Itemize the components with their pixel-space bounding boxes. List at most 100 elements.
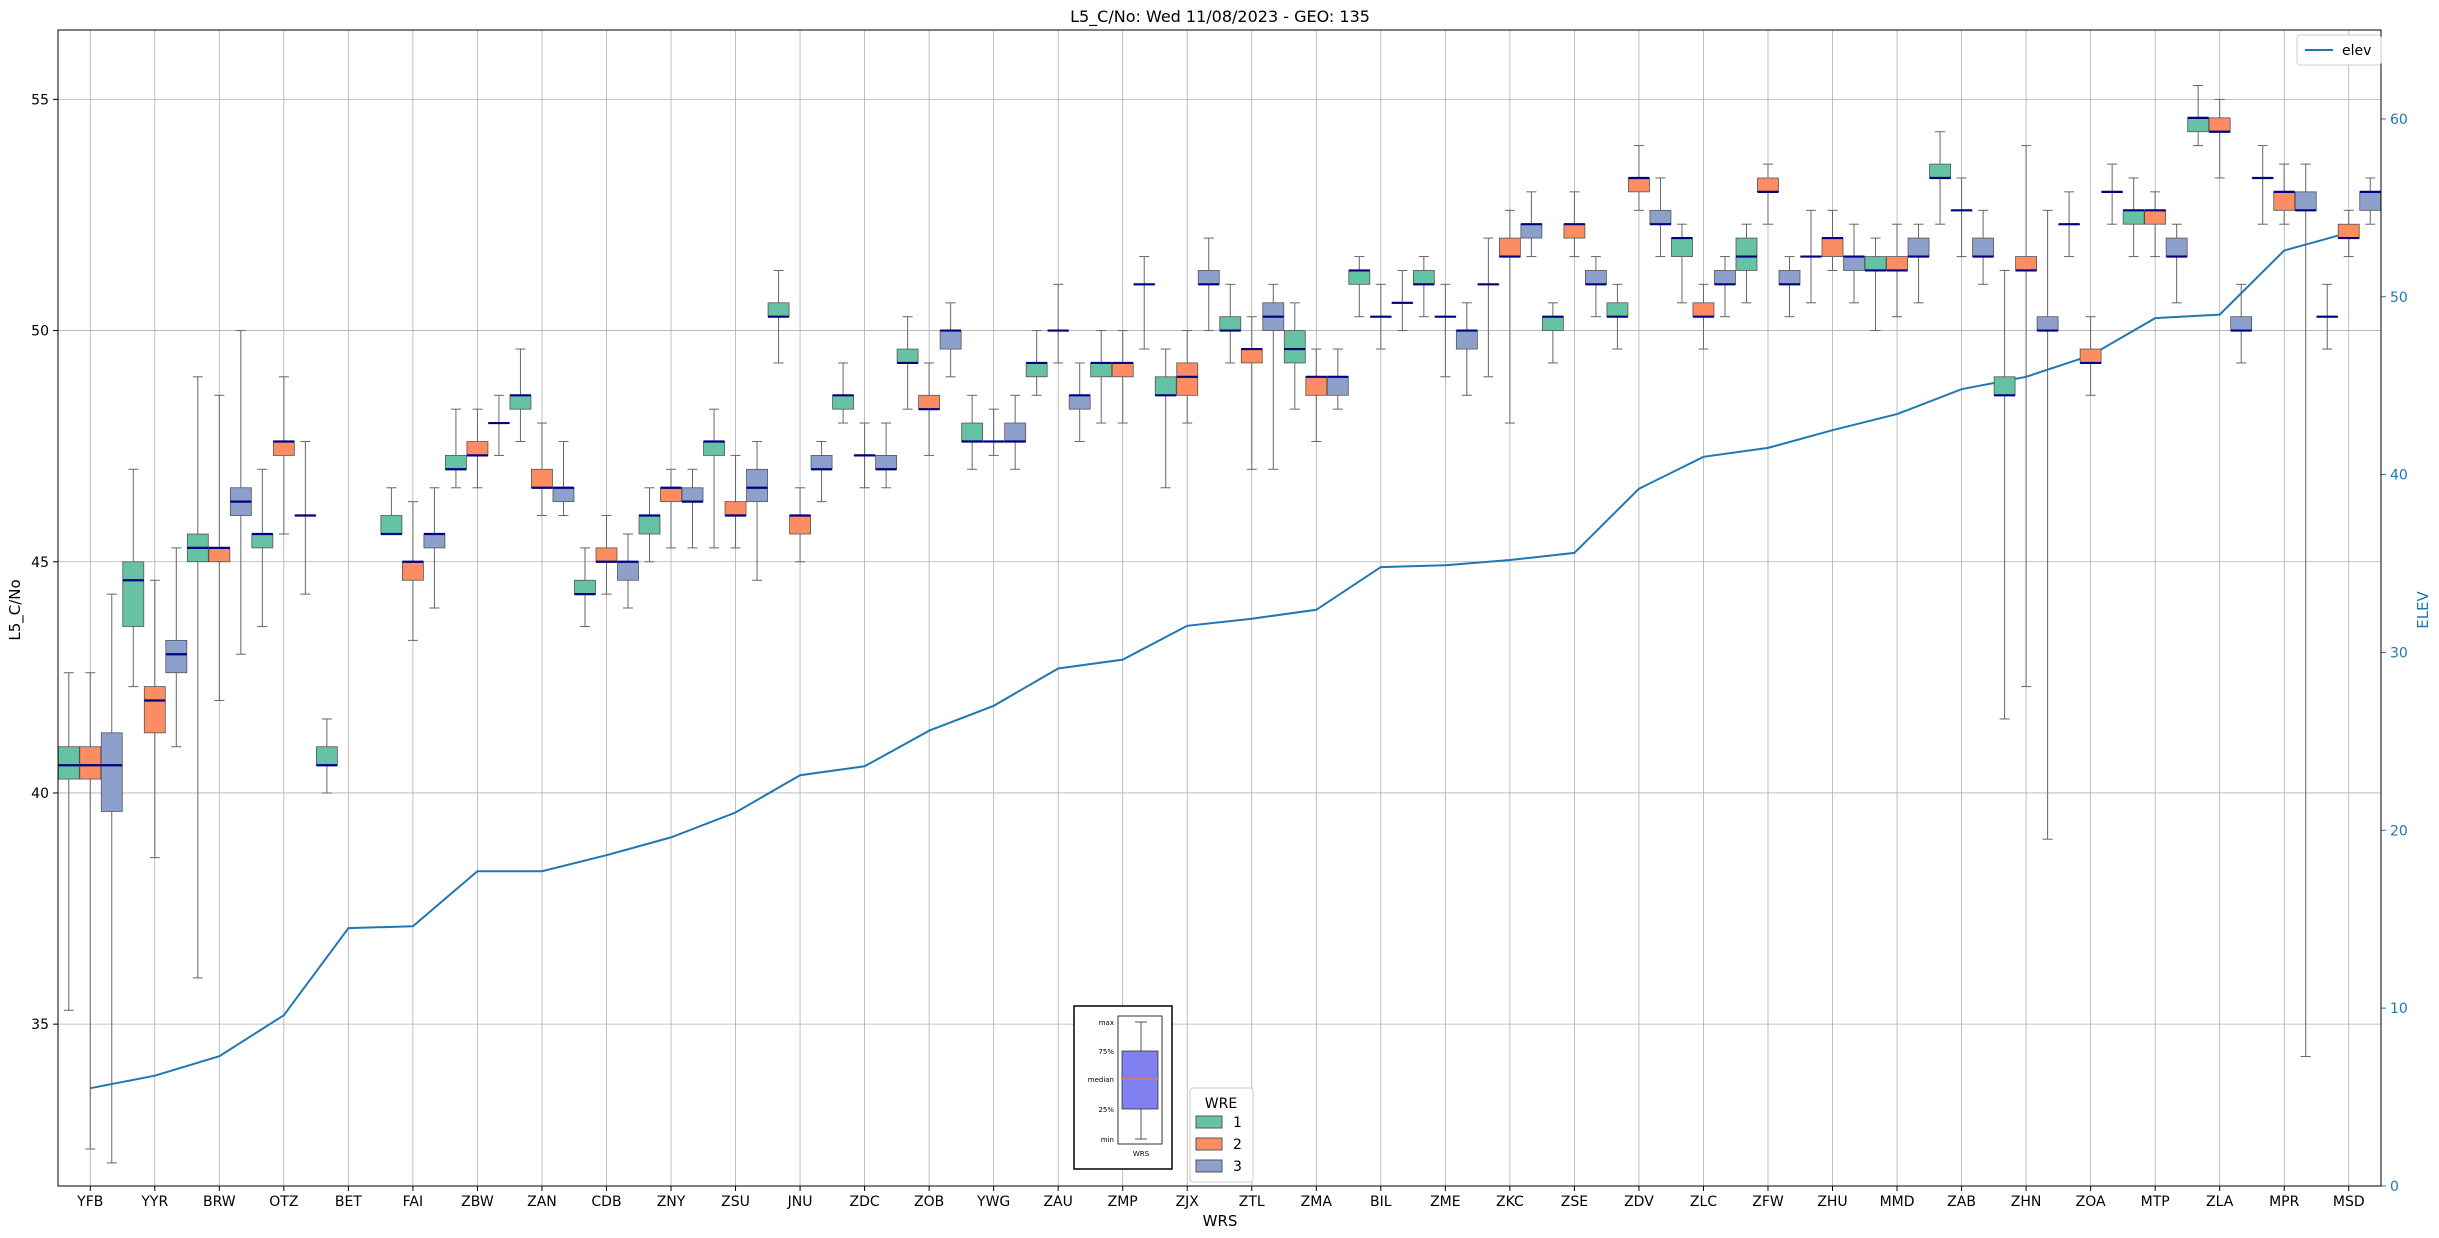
box-wre-3 bbox=[875, 422, 898, 489]
box-iqr bbox=[789, 515, 811, 535]
x-axis-label: WRS bbox=[1203, 1212, 1238, 1230]
wre-legend-swatch-1 bbox=[1195, 1115, 1223, 1129]
elev-legend-label: elev bbox=[2342, 43, 2371, 59]
box-iqr bbox=[681, 487, 704, 503]
box-iqr bbox=[79, 746, 102, 780]
box-wre-1 bbox=[509, 348, 532, 443]
box-wre-3 bbox=[100, 593, 123, 1164]
box-wre-3 bbox=[1649, 177, 1672, 258]
inset-axes bbox=[1117, 1015, 1163, 1145]
x-tick-label: BIL bbox=[1370, 1194, 1392, 1210]
box-iqr bbox=[595, 547, 618, 563]
box-wre-3 bbox=[552, 441, 575, 517]
elev-legend-frame bbox=[2296, 34, 2382, 66]
box-wre-2 bbox=[724, 454, 747, 549]
box-wre-2 bbox=[272, 376, 295, 535]
box-wre-2 bbox=[143, 579, 166, 859]
x-tick-label: MSD bbox=[2333, 1194, 2365, 1210]
x-tick-label: ZOB bbox=[914, 1194, 944, 1210]
x-tick-label: ZBW bbox=[461, 1194, 494, 1210]
box-wre-1 bbox=[638, 487, 661, 563]
axes: YFB YYR BRW OTZ BET FAI ZBW ZAN CDB ZNY ZSU JNU ZDC Z… bbox=[31, 29, 2408, 1210]
box-iqr bbox=[896, 348, 919, 364]
box-iqr bbox=[1283, 330, 1306, 364]
box-iqr bbox=[617, 561, 639, 581]
box-wre-3 bbox=[681, 468, 704, 549]
box-wre-3 bbox=[1068, 362, 1091, 443]
inset-label-max: max bbox=[1099, 1019, 1114, 1027]
box-wre-3 bbox=[2230, 283, 2253, 364]
box-iqr bbox=[2015, 256, 2037, 271]
box-wre-3 bbox=[939, 302, 962, 378]
box-iqr bbox=[1240, 348, 1263, 364]
box-iqr bbox=[1585, 270, 1607, 285]
box-wre-1 bbox=[1671, 223, 1693, 304]
box-wre-2 bbox=[1628, 145, 1650, 211]
box-wre-2 bbox=[982, 408, 1005, 456]
box-wre-3 bbox=[1197, 237, 1220, 332]
x-tick-label: MPR bbox=[2269, 1194, 2300, 1210]
box-wre-3 bbox=[1004, 394, 1027, 470]
y-axis-label: L5_C/No bbox=[6, 579, 25, 640]
box-wre-2 bbox=[660, 468, 682, 549]
box-iqr bbox=[2165, 237, 2188, 257]
box-wre-3 bbox=[1133, 256, 1156, 350]
box-iqr bbox=[746, 468, 768, 503]
box-iqr bbox=[1778, 270, 1801, 285]
box-wre-2 bbox=[1692, 283, 1715, 350]
box-wre-2 bbox=[2079, 316, 2102, 396]
inset-xlabel: WRS bbox=[1133, 1150, 1150, 1158]
x-tick-label: YFB bbox=[76, 1194, 103, 1210]
box-iqr bbox=[122, 561, 145, 627]
y-tick-label: 50 bbox=[31, 324, 49, 340]
box-wre-2 bbox=[1821, 209, 1844, 271]
x-tick-label: YYR bbox=[140, 1194, 168, 1210]
box-iqr bbox=[1025, 362, 1048, 378]
box-iqr bbox=[143, 686, 166, 734]
box-iqr bbox=[918, 394, 941, 410]
inset-label-q3: 75% bbox=[1098, 1048, 1114, 1056]
box-wre-2 bbox=[1950, 177, 1973, 258]
x-tick-label: ZFW bbox=[1752, 1194, 1784, 1210]
box-wre-3 bbox=[1455, 302, 1478, 396]
box-wre-1 bbox=[1477, 237, 1500, 378]
box-wre-2 bbox=[1176, 330, 1199, 424]
box-wre-2 bbox=[2337, 209, 2360, 258]
box-iqr bbox=[1197, 270, 1220, 285]
box-iqr bbox=[724, 501, 747, 516]
box-wre-1 bbox=[1412, 256, 1435, 318]
box-iqr bbox=[1326, 376, 1349, 396]
y-tick-label: 35 bbox=[31, 1017, 49, 1033]
box-wre-3 bbox=[229, 330, 252, 655]
x-tick-label: ZLC bbox=[1690, 1194, 1717, 1210]
box-iqr bbox=[1348, 270, 1371, 285]
box-wre-1 bbox=[57, 672, 80, 1011]
box-wre-1 bbox=[1929, 131, 1951, 225]
box-wre-2 bbox=[1240, 316, 1263, 470]
box-wre-2 bbox=[853, 422, 876, 489]
box-iqr bbox=[1606, 302, 1629, 318]
box-wre-3 bbox=[2036, 209, 2059, 840]
inset-label-min: min bbox=[1101, 1136, 1114, 1144]
x-tick-label: ZME bbox=[1430, 1194, 1461, 1210]
box-wre-1 bbox=[1283, 302, 1306, 410]
inset-label-median: median bbox=[1088, 1076, 1114, 1084]
box-iqr bbox=[1714, 270, 1736, 285]
box-iqr bbox=[810, 455, 833, 470]
box-iqr bbox=[531, 468, 553, 489]
box-wre-2 bbox=[2015, 145, 2037, 688]
box-wre-1 bbox=[251, 468, 274, 627]
box-wre-1 bbox=[2251, 145, 2274, 225]
x-tick-label: ZAU bbox=[1043, 1194, 1072, 1210]
box-iqr bbox=[100, 732, 123, 812]
y2-tick-label: 60 bbox=[2390, 112, 2408, 128]
box-iqr bbox=[552, 487, 575, 503]
box-wre-3 bbox=[1326, 348, 1349, 410]
box-wre-3 bbox=[1520, 191, 1543, 258]
box-wre-2 bbox=[466, 408, 489, 489]
box-iqr bbox=[1455, 330, 1478, 350]
inset-box bbox=[1121, 1050, 1159, 1110]
box-iqr bbox=[1757, 177, 1779, 193]
box-wre-1 bbox=[1541, 302, 1564, 364]
box-wre-1 bbox=[961, 394, 984, 470]
